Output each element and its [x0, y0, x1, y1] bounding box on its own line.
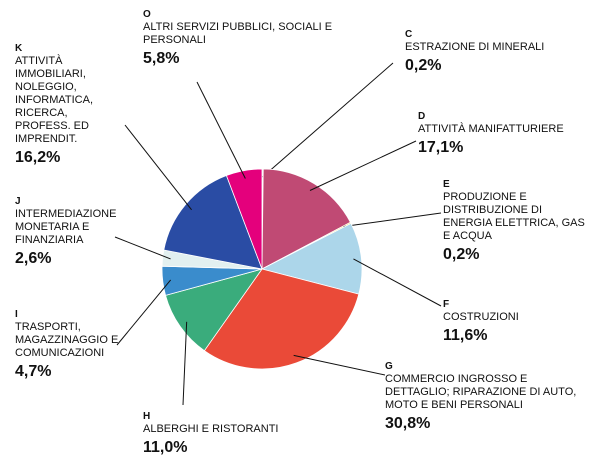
- value-label: 5,8%: [143, 50, 180, 67]
- slice-label: G COMMERCIO INGROSSO E DETTAGLIO; RIPARAZ…: [385, 360, 592, 434]
- leader-line: [114, 236, 171, 260]
- pie-slice: [165, 268, 263, 352]
- pie-slice: [260, 222, 363, 295]
- pie-slice: [225, 168, 263, 270]
- slice-code: D: [418, 111, 426, 122]
- slice-label: J INTERMEDIAZIONE MONETARIA E FINANZIARIA…: [15, 195, 135, 269]
- leader-line: [116, 279, 172, 346]
- value-label: 0,2%: [405, 57, 442, 74]
- value-label: 0,2%: [443, 246, 480, 263]
- slice-code: H: [143, 411, 151, 422]
- leader-line: [124, 124, 192, 211]
- slice-code: O: [143, 9, 151, 20]
- leader-line: [293, 354, 386, 376]
- slice-name: PRODUZIONE E DISTRIBUZIONE DI ENERGIA EL…: [443, 191, 585, 242]
- leader-line: [182, 321, 188, 406]
- slice-label: O ALTRI SERVIZI PUBBLICI, SOCIALI E PERSO…: [143, 8, 353, 69]
- slice-label: D ATTIVITÀ MANIFATTURIERE 17,1%: [418, 110, 588, 158]
- slice-label: I TRASPORTI, MAGAZZINAGGIO E COMUNICAZION…: [15, 308, 140, 382]
- slice-code: J: [15, 196, 21, 207]
- leader-line: [309, 140, 417, 191]
- value-label: 17,1%: [418, 139, 464, 156]
- slice-code: E: [443, 179, 450, 190]
- slice-name: ALTRI SERVIZI PUBBLICI, SOCIALI E PERSON…: [143, 21, 333, 46]
- slice-label: F COSTRUZIONI 11,6%: [443, 298, 583, 346]
- value-label: 2,6%: [15, 250, 52, 267]
- pie-slice: [261, 168, 351, 270]
- slice-name: ATTIVITÀ MANIFATTURIERE: [418, 123, 564, 135]
- leader-line: [262, 62, 394, 178]
- slice-label: H ALBERGHI E RISTORANTI 11,0%: [143, 410, 343, 458]
- slice-code: K: [15, 43, 23, 54]
- value-label: 11,0%: [143, 439, 188, 456]
- value-label: 30,8%: [385, 415, 431, 432]
- value-label: 11,6%: [443, 327, 488, 344]
- value-label: 16,2%: [15, 149, 61, 166]
- leader-line: [196, 81, 246, 179]
- slice-name: ALBERGHI E RISTORANTI: [143, 423, 279, 435]
- leader-line: [343, 212, 442, 228]
- slice-code: I: [15, 309, 18, 320]
- slice-name: ESTRAZIONE DI MINERALI: [405, 41, 545, 53]
- leader-line: [353, 258, 442, 307]
- slice-name: INTERMEDIAZIONE MONETARIA E FINANZIARIA: [15, 208, 117, 246]
- slice-code: G: [385, 361, 393, 372]
- slice-code: F: [443, 299, 450, 310]
- slice-label: E PRODUZIONE E DISTRIBUZIONE DI ENERGIA E…: [443, 178, 592, 265]
- pie-slice: [203, 268, 360, 370]
- slice-name: TRASPORTI, MAGAZZINAGGIO E COMUNICAZIONI: [15, 321, 119, 359]
- value-label: 4,7%: [15, 363, 52, 380]
- slice-name: ATTIVITÀ IMMOBILIARI, NOLEGGIO, INFORMAT…: [15, 55, 94, 145]
- pie-slice: [163, 175, 263, 270]
- slice-name: COMMERCIO INGROSSO E DETTAGLIO; RIPARAZI…: [385, 373, 577, 411]
- slice-label: C ESTRAZIONE DI MINERALI 0,2%: [405, 28, 585, 76]
- slice-code: C: [405, 29, 413, 40]
- slice-name: COSTRUZIONI: [443, 311, 519, 323]
- slice-label: K ATTIVITÀ IMMOBILIARI, NOLEGGIO, INFORMA…: [15, 42, 115, 168]
